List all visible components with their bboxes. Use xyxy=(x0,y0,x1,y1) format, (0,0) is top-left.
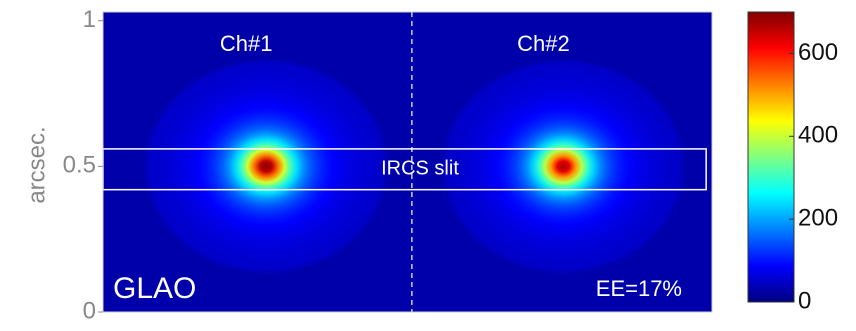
annotation: GLAO xyxy=(113,272,196,305)
y-tick-label: 1 xyxy=(83,6,96,33)
annotation: EE=17% xyxy=(596,276,682,301)
psf-spot xyxy=(441,58,686,274)
y-tick-label: 0.5 xyxy=(63,152,96,179)
colorbar-tick-label: 400 xyxy=(798,122,838,149)
colorbar-tick-label: 0 xyxy=(798,287,811,314)
psf-spot xyxy=(143,58,388,274)
channel-label: Ch#1 xyxy=(220,31,273,56)
colorbar-tick-label: 600 xyxy=(798,39,838,66)
channel-label: Ch#2 xyxy=(517,31,570,56)
chart: arcsec. Ch#1 Ch#2 IRCS slit GLAO EE=17% 0 0.5 1… xyxy=(0,0,856,326)
colorbar-tick-label: 200 xyxy=(798,204,838,231)
slit-label: IRCS slit xyxy=(381,158,459,180)
y-tick-label: 0 xyxy=(83,297,96,324)
colorbar xyxy=(748,12,794,302)
y-axis-label: arcsec. xyxy=(23,126,50,203)
